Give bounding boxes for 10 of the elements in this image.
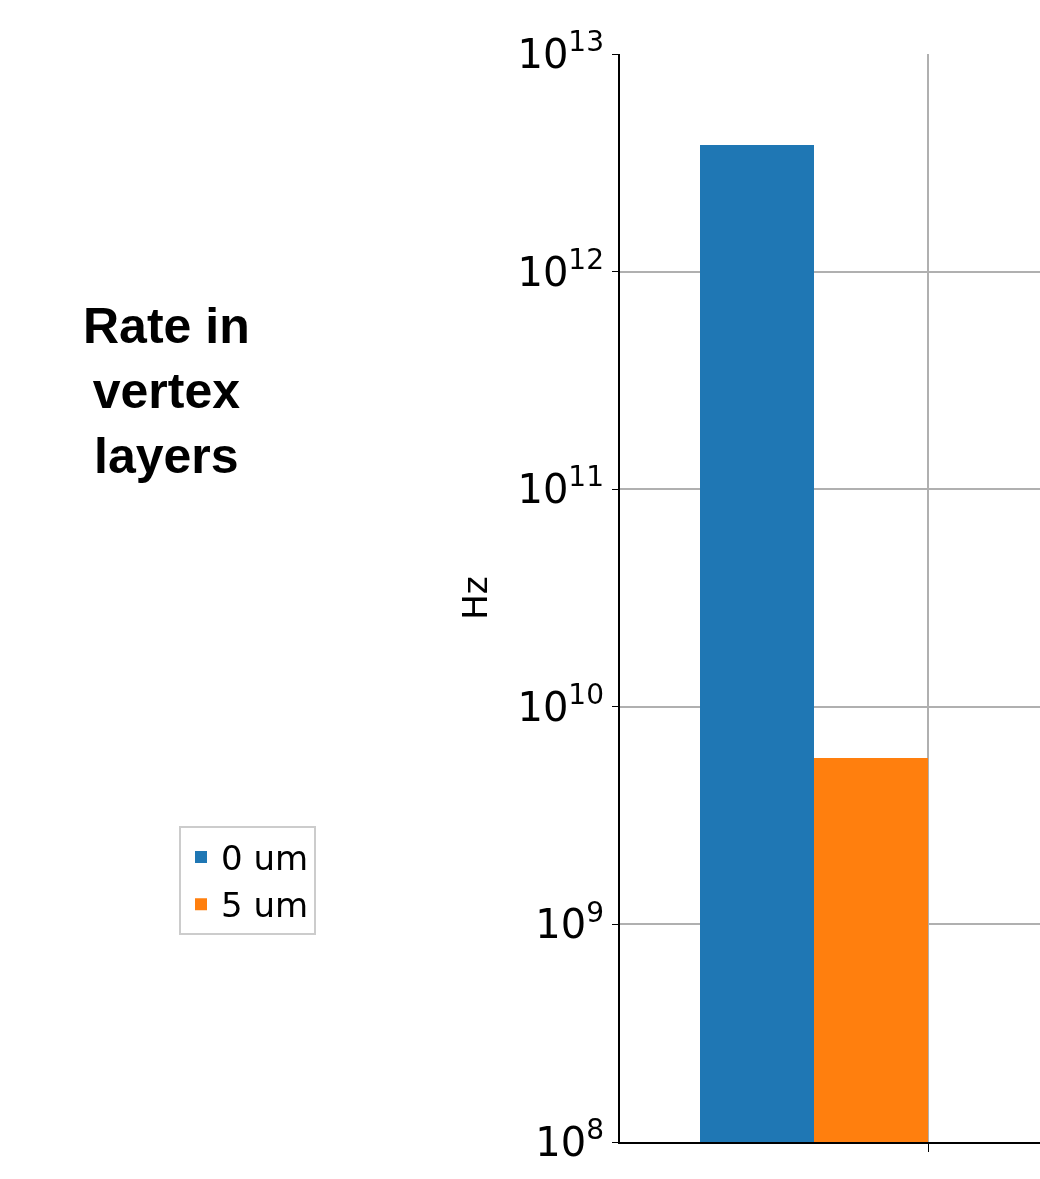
y-tick-label: 10$^{12}$ (517, 242, 604, 295)
y-axis-title: Hz (454, 576, 495, 620)
text: Rate in vertex layers (83, 298, 250, 484)
y-tick-label: 10$^{9}$ (535, 895, 604, 948)
y-tick-label: 10$^{11}$ (517, 460, 604, 513)
y-tick-label: 10$^{13}$ (517, 25, 604, 77)
y-tick-label: 10$^{8}$ (535, 1113, 604, 1165)
legend-label: 0 um (221, 838, 309, 879)
legend-label: 5 um (221, 885, 309, 926)
y-tick-label: 10$^{10}$ (517, 678, 604, 730)
